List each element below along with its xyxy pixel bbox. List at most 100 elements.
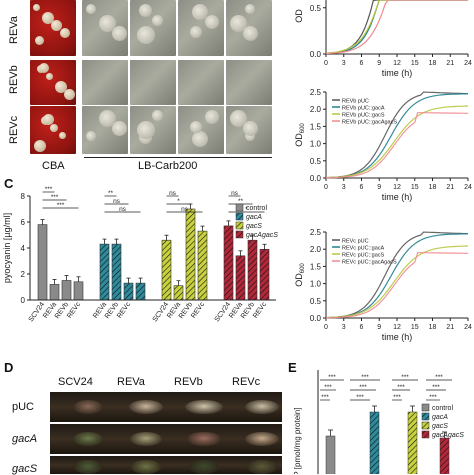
y-axis-label: pyocyanin [µg/ml]	[2, 213, 12, 283]
col-label-reva: REVa	[117, 376, 145, 388]
legend-label: REVc pUC::gacS	[342, 253, 385, 259]
x-tick-label: 24	[464, 184, 472, 191]
y-tick-label: 0	[21, 296, 26, 305]
pigment-spot	[131, 460, 161, 474]
bar	[37, 224, 48, 301]
colony	[99, 110, 116, 127]
colony	[50, 124, 58, 132]
x-tick-label: 9	[377, 324, 381, 331]
bar	[369, 411, 380, 474]
y-tick-label: 2.0	[310, 245, 322, 254]
sig-label: ns	[119, 206, 127, 213]
y-tick-label: 4	[21, 244, 26, 253]
bar	[49, 284, 60, 301]
sig-label: ***	[45, 186, 53, 193]
sig-label: ***	[321, 394, 329, 401]
colony	[42, 12, 54, 24]
bar	[161, 239, 172, 301]
pigment-spot	[185, 400, 223, 414]
x-tick-label: 6	[360, 324, 364, 331]
x-tick-label: 6	[360, 184, 364, 191]
sig-label: ***	[432, 384, 440, 391]
pigment-spot	[187, 432, 221, 446]
col-label-revb: REVb	[174, 376, 203, 388]
colony	[34, 140, 46, 152]
sig-label: *	[177, 198, 180, 205]
legend-label: gacA	[432, 414, 448, 421]
bar	[123, 282, 134, 301]
sig-label: ***	[359, 384, 367, 391]
sig-label: ns	[231, 190, 239, 197]
x-tick-label: 0	[324, 324, 328, 331]
sig-label: ***	[356, 394, 364, 401]
sig-label: ***	[324, 384, 332, 391]
x-tick-label: 6	[360, 60, 364, 67]
bar	[439, 437, 450, 474]
legend-label: REVc pUC::gacAgacS	[342, 260, 397, 266]
y-axis-label: OD600	[294, 263, 306, 287]
colony	[243, 26, 258, 41]
growth-curve-series	[325, 112, 468, 179]
y-tick-label: 8	[21, 192, 26, 201]
bar	[223, 225, 234, 301]
bar	[111, 243, 122, 301]
panel-e-letter: E	[288, 360, 297, 375]
y-tick-label: 0.0	[310, 314, 322, 323]
x-tick-label: 3	[342, 60, 346, 67]
legend-label: REVb pUC::gacA	[342, 106, 385, 112]
y-tick-label: 2.5	[310, 228, 322, 237]
legend-label: gacA	[246, 214, 262, 221]
y-tick-label: 6	[21, 218, 26, 227]
pigment-spot	[130, 432, 162, 446]
sig-label: **	[108, 190, 114, 197]
colony	[137, 26, 155, 44]
colony	[190, 26, 202, 38]
colony	[35, 36, 44, 45]
x-tick-label: 0	[324, 60, 328, 67]
legend-swatch	[235, 203, 244, 212]
y-axis-label: P [pmol/mg protein]	[293, 407, 302, 474]
y-axis-label-subscript: 600	[300, 263, 306, 274]
x-axis-label: time (h)	[382, 332, 413, 342]
legend-label: gacS	[246, 223, 262, 230]
x-tick-label: REVc	[116, 301, 132, 320]
legend-label: gacAgacS	[246, 232, 278, 239]
y-axis-label-subscript: 600	[300, 123, 306, 134]
legend-swatch	[421, 403, 430, 412]
x-tick-label: 9	[377, 184, 381, 191]
growth-curve-series	[325, 245, 469, 319]
pigment-spot	[247, 460, 277, 474]
pigment-spot	[245, 432, 279, 446]
colony	[245, 131, 255, 141]
y-tick-label: 2.0	[310, 105, 322, 114]
sig-label: ns	[169, 190, 177, 197]
pigment-spot	[245, 400, 279, 414]
growth-curve-series	[325, 105, 469, 179]
colony	[192, 4, 208, 20]
legend-swatch	[421, 412, 430, 421]
x-tick-label: 24	[464, 324, 472, 331]
y-tick-label: 1.0	[310, 140, 322, 149]
legend-swatch	[421, 421, 430, 430]
row-label-reva: REVa	[8, 16, 20, 44]
y-tick-label: 0.5	[310, 297, 322, 306]
x-tick-label: 24	[464, 60, 472, 67]
sig-label: ***	[328, 374, 336, 381]
row-label-gacs: gacS	[12, 463, 38, 475]
lb-plate-tile	[82, 60, 128, 105]
x-axis-label: time (h)	[382, 68, 413, 78]
colony	[46, 73, 53, 80]
colony	[43, 114, 54, 125]
legend-label: control	[432, 405, 453, 412]
x-tick-label: 18	[429, 60, 437, 67]
y-tick-label: 1.5	[310, 262, 322, 271]
colony	[60, 28, 70, 38]
legend-label: REVb pUC::gacAgacS	[342, 120, 397, 126]
bar	[73, 281, 84, 301]
colony	[205, 110, 219, 124]
sig-label: ***	[361, 374, 369, 381]
y-axis-label: OD600	[294, 123, 306, 147]
bar	[173, 285, 184, 301]
pigment-spot	[73, 432, 103, 446]
